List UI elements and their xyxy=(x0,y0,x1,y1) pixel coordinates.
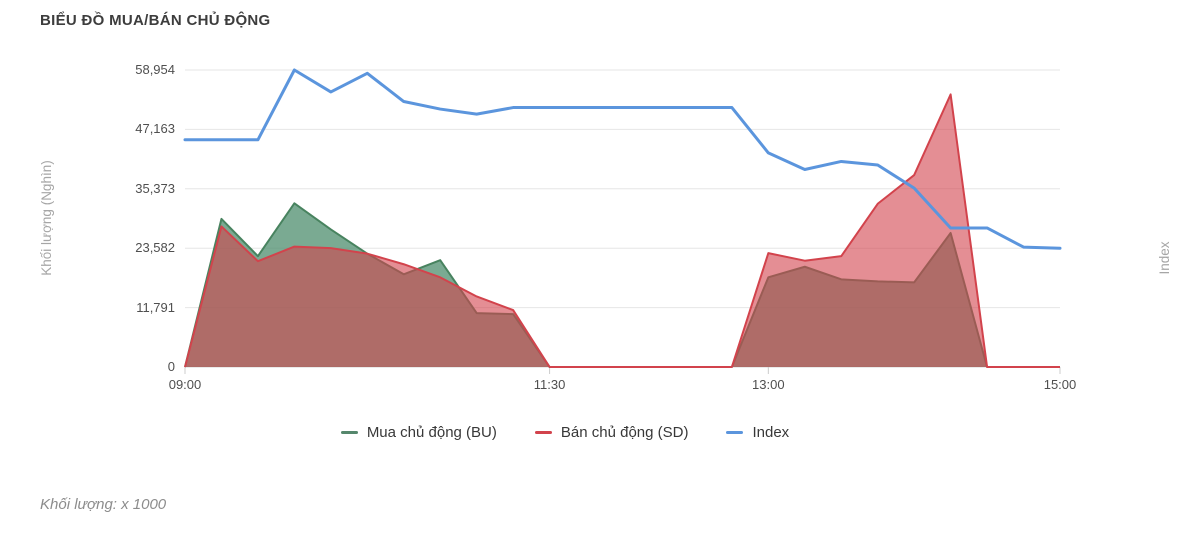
x-tick-label: 15:00 xyxy=(1043,377,1077,392)
chart-title: BIỂU ĐỒ MUA/BÁN CHỦ ĐỘNG xyxy=(40,12,271,29)
x-tick-label: 09:00 xyxy=(168,377,202,392)
index-line xyxy=(183,68,1062,250)
volume-scale-footnote: Khối lượng: x 1000 xyxy=(40,496,167,513)
legend-item-bu[interactable]: Mua chủ động (BU) xyxy=(340,424,497,441)
x-tick-label: 13:00 xyxy=(752,377,785,392)
sd-line xyxy=(184,93,1060,368)
y-tick-label: 47,163 xyxy=(135,121,175,137)
x-tick-label: 11:30 xyxy=(533,377,566,392)
legend-label: Mua chủ động (BU) xyxy=(366,424,497,441)
legend-item-sd[interactable]: Bán chủ động (SD) xyxy=(534,424,689,441)
legend: Mua chủ động (BU) Bán chủ động (SD) Index xyxy=(185,424,945,441)
y-tick-label: 23,582 xyxy=(135,240,175,256)
y-tick-label: 0 xyxy=(167,359,175,374)
y-tick-label: 58,954 xyxy=(135,62,175,77)
legend-swatch xyxy=(340,431,358,434)
legend-swatch xyxy=(726,431,744,434)
legend-swatch xyxy=(534,431,552,434)
y-tick-label: 11,791 xyxy=(136,299,175,315)
legend-label: Bán chủ động (SD) xyxy=(560,424,689,441)
sd-area xyxy=(185,94,1060,367)
y-tick-label: 35,373 xyxy=(135,180,175,196)
legend-label: Index xyxy=(752,424,790,441)
legend-item-index[interactable]: Index xyxy=(726,424,789,441)
